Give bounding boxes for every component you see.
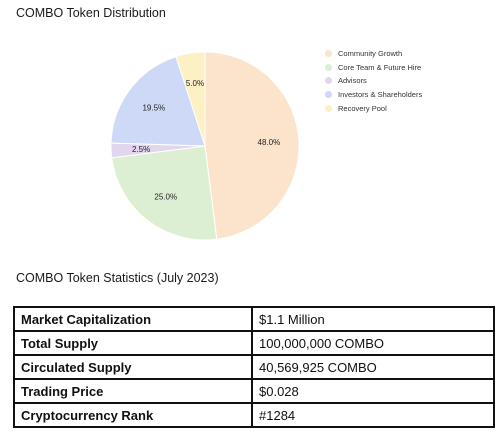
stat-label: Cryptocurrency Rank bbox=[13, 402, 253, 428]
legend-label: Advisors bbox=[338, 76, 367, 86]
legend-swatch bbox=[325, 91, 332, 99]
stat-value: $0.028 bbox=[251, 378, 495, 404]
legend-label: Investors & Shareholders bbox=[338, 90, 423, 100]
legend-item: Core Team & Future Hire bbox=[325, 61, 495, 75]
pie-data-label: 19.5% bbox=[142, 104, 165, 113]
pie-slice-4 bbox=[175, 51, 206, 147]
legend-label: Core Team & Future Hire bbox=[338, 62, 422, 72]
stat-value: #1284 bbox=[251, 402, 495, 428]
stat-label: Total Supply bbox=[13, 330, 253, 356]
stats-title: COMBO Token Statistics (July 2023) bbox=[16, 271, 219, 285]
legend-swatch bbox=[325, 63, 332, 71]
legend-label: Recovery Pool bbox=[338, 103, 387, 113]
chart-title: COMBO Token Distribution bbox=[16, 6, 166, 20]
table-row: Total Supply 100,000,000 COMBO bbox=[13, 330, 495, 356]
pie-slice-1 bbox=[111, 145, 218, 241]
stat-value: $1.1 Million bbox=[251, 306, 495, 332]
stat-value: 40,569,925 COMBO bbox=[251, 354, 495, 380]
legend-swatch bbox=[325, 77, 332, 85]
pie-data-label: 48.0% bbox=[258, 138, 281, 147]
legend-label: Community Growth bbox=[338, 49, 403, 59]
chart-legend: Community Growth Core Team & Future Hire A… bbox=[325, 47, 495, 115]
stats-table: Market Capitalization $1.1 Million Total S… bbox=[13, 306, 495, 428]
legend-item: Investors & Shareholders bbox=[325, 88, 495, 102]
legend-item: Recovery Pool bbox=[325, 101, 495, 115]
legend-swatch bbox=[325, 104, 332, 112]
table-row: Circulated Supply 40,569,925 COMBO bbox=[13, 354, 495, 380]
pie-slice-0 bbox=[204, 51, 300, 240]
table-row: Market Capitalization $1.1 Million bbox=[13, 306, 495, 332]
table-row: Trading Price $0.028 bbox=[13, 378, 495, 404]
pie-data-label: 25.0% bbox=[154, 193, 177, 202]
pie-slice-3 bbox=[110, 55, 206, 147]
pie-data-label: 5.0% bbox=[186, 79, 204, 88]
pie-data-label: 2.5% bbox=[132, 145, 150, 154]
legend-item: Community Growth bbox=[325, 47, 495, 61]
stat-label: Circulated Supply bbox=[13, 354, 253, 380]
stat-value: 100,000,000 COMBO bbox=[251, 330, 495, 356]
stat-label: Trading Price bbox=[13, 378, 253, 404]
legend-swatch bbox=[325, 50, 332, 58]
table-row: Cryptocurrency Rank #1284 bbox=[13, 402, 495, 428]
stat-label: Market Capitalization bbox=[13, 306, 253, 332]
pie-chart: 48.0% 25.0% 2.5% 19.5% 5.0% bbox=[110, 51, 300, 241]
legend-item: Advisors bbox=[325, 74, 495, 88]
